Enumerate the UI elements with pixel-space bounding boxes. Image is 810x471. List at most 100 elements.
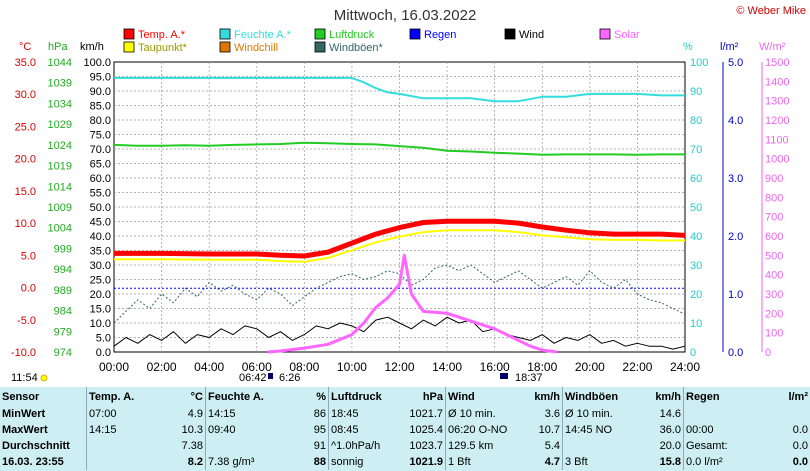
table-cell: Durchschnitt — [2, 440, 70, 452]
tick-label-temp: 0.0 — [21, 283, 36, 295]
x-tick-label: 12:00 — [384, 360, 414, 374]
table-cell — [562, 438, 639, 454]
stats-table: Sensor Temp. A. °C Feuchte A. % Luftdruc… — [0, 387, 810, 471]
table-row: Durchschnitt 7.38 91 ^1.0hPa/h 1023.7 12… — [0, 438, 810, 454]
x-tick-label: 16:00 — [480, 360, 510, 374]
x-tick-label: 06:00 — [242, 360, 272, 374]
table-cell: Ø 10 min. — [562, 406, 639, 422]
legend-label: Windchill — [234, 42, 278, 54]
copyright: © Weber Mike — [736, 5, 806, 17]
tick-label-rain: 2.0 — [728, 231, 743, 243]
tick-label-rain: 5.0 — [728, 57, 743, 69]
tick-label-solar: 500 — [765, 250, 783, 262]
tick-label-kmh: 5.0 — [96, 333, 111, 345]
tick-label-kmh: 50.0 — [90, 202, 111, 214]
series-group — [113, 76, 686, 354]
sunrise-icon — [268, 373, 273, 379]
tick-label-solar: 200 — [765, 308, 783, 320]
axis-unit-solar: W/m² — [759, 41, 786, 53]
legend-swatch — [599, 28, 611, 40]
table-header-cell: Windböen — [562, 387, 639, 406]
tick-label-solar: 1000 — [765, 154, 789, 166]
tick-label-pct: 60 — [690, 173, 702, 185]
legend-swatch — [504, 28, 516, 40]
series-line-windben — [113, 264, 686, 324]
tick-label-rain: 1.0 — [728, 289, 743, 301]
tick-label-temp: 15.0 — [15, 186, 36, 198]
tick-label-kmh: 45.0 — [90, 217, 111, 229]
tick-label-solar: 0 — [765, 347, 771, 359]
legend-label: Taupunkt* — [138, 42, 188, 54]
x-tick-label: 18:00 — [527, 360, 557, 374]
table-cell: 5.4 — [544, 440, 560, 452]
tick-label-kmh: 95.0 — [90, 72, 111, 84]
table-cell: sonnig — [328, 454, 393, 470]
tick-label-kmh: 0.0 — [96, 347, 111, 359]
series-line-solar — [267, 253, 558, 354]
table-cell: 3 Bft — [562, 454, 639, 470]
bottom-markers: 11:54 06:42 6:26 18:37 — [11, 372, 543, 384]
table-header-cell: Feuchte A. — [205, 387, 272, 406]
tick-label-hpa: 979 — [54, 326, 72, 338]
table-cell: 1023.7 — [409, 440, 443, 452]
table-cell: 0.0 — [792, 424, 808, 436]
tick-label-hpa: 1009 — [48, 202, 72, 214]
tick-label-rain: 3.0 — [728, 173, 743, 185]
axis-unit-hpa: hPa — [48, 41, 68, 53]
tick-label-pct: 90 — [690, 86, 702, 98]
table-cell: 16.03. 23:55 — [2, 456, 64, 468]
table-cell: 14:15 — [86, 422, 151, 438]
tick-label-rain: 4.0 — [728, 115, 743, 127]
tick-label-temp: 20.0 — [15, 154, 36, 166]
table-cell — [205, 438, 272, 454]
table-cell: 0.0 l/m² — [683, 454, 748, 470]
tick-label-kmh: 60.0 — [90, 173, 111, 185]
tick-label-pct: 80 — [690, 115, 702, 127]
tick-label-pct: 0 — [690, 347, 696, 359]
legend-swatch — [219, 28, 231, 40]
table-header-cell: km/h — [534, 390, 560, 403]
table-cell: 36.0 — [659, 424, 681, 436]
tick-label-solar: 1500 — [765, 57, 789, 69]
tick-label-hpa: 1044 — [48, 57, 72, 69]
x-tick-label: 00:00 — [99, 360, 129, 374]
tick-label-hpa: 1039 — [48, 78, 72, 90]
table-cell: 91 — [313, 440, 326, 452]
table-header-cell: °C — [190, 390, 203, 403]
table-cell: 1 Bft — [445, 454, 518, 470]
legend-label: Solar — [614, 29, 640, 41]
legend-swatch — [123, 28, 135, 40]
table-header-cell: Temp. A. — [86, 387, 151, 406]
tick-label-pct: 70 — [690, 144, 702, 156]
legend-label: Feuchte A.* — [234, 29, 292, 41]
table-cell: 14:45 NO — [562, 422, 639, 438]
sun-icon — [40, 374, 48, 382]
tick-label-kmh: 90.0 — [90, 86, 111, 98]
x-tick-label: 24:00 — [670, 360, 700, 374]
table-row: 16.03. 23:55 8.2 7.38 g/m³ 88 sonnig 102… — [0, 454, 810, 470]
legend-swatch — [409, 28, 421, 40]
sunrise2-label: 6:26 — [279, 372, 300, 384]
table-cell: ^1.0hPa/h — [328, 438, 393, 454]
x-tick-label: 10:00 — [337, 360, 367, 374]
legend-swatch — [314, 28, 326, 40]
series-line-feuchtea — [114, 76, 685, 103]
tick-label-temp: 10.0 — [15, 218, 36, 230]
series-line-wind — [113, 316, 686, 350]
tick-label-pct: 10 — [690, 318, 702, 330]
table-header-cell: Wind — [445, 387, 518, 406]
tick-label-hpa: 1014 — [48, 181, 72, 193]
table-cell: 88 — [313, 456, 326, 468]
table-header-cell: hPa — [422, 390, 443, 403]
tick-label-pct: 100 — [690, 57, 708, 69]
tick-label-kmh: 15.0 — [90, 304, 111, 316]
tick-label-solar: 900 — [765, 173, 783, 185]
table-cell: 7.38 g/m³ — [205, 454, 272, 470]
table-row: MinWert 07:00 4.9 14:15 86 18:45 1021.7 … — [0, 406, 810, 422]
sunset-label: 18:37 — [515, 372, 543, 384]
table-row: MaxWert 14:15 10.3 09:40 95 08:45 1025.4… — [0, 422, 810, 438]
tick-label-hpa: 984 — [54, 306, 72, 318]
series-line-tempa — [114, 218, 686, 259]
tick-label-solar: 400 — [765, 270, 783, 282]
table-cell: 10.3 — [181, 424, 203, 436]
